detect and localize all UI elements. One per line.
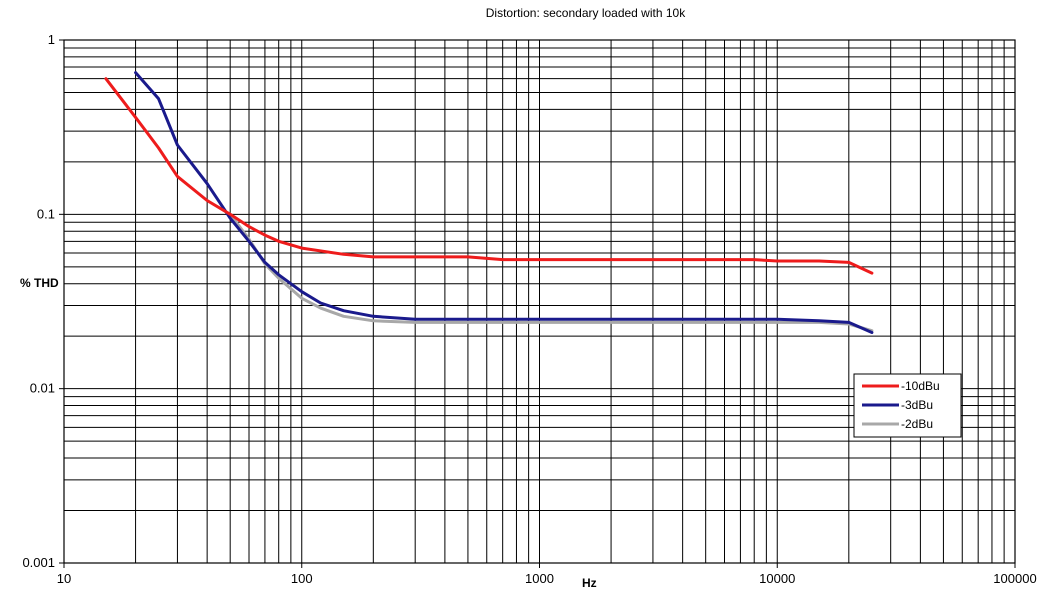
x-tick-label: 1000: [525, 571, 554, 586]
x-tick-label: 10000: [759, 571, 795, 586]
y-tick-label: 0.001: [22, 555, 55, 570]
y-tick-label: 0.01: [30, 381, 55, 396]
chart-title: Distortion: secondary loaded with 10k: [485, 6, 686, 20]
x-tick-label: 100: [291, 571, 313, 586]
series-line: [228, 212, 874, 333]
x-axis-label: Hz: [582, 576, 597, 590]
y-tick-label: 1: [48, 32, 55, 47]
legend-label: -10dBu: [901, 379, 940, 393]
legend-label: -3dBu: [901, 398, 933, 412]
legend-label: -2dBu: [901, 417, 933, 431]
series-line: [104, 77, 874, 275]
y-axis-label: % THD: [20, 276, 59, 290]
x-tick-label: 10: [57, 571, 71, 586]
series-line: [134, 71, 874, 334]
y-tick-label: 0.1: [37, 206, 55, 221]
x-tick-label: 100000: [993, 571, 1036, 586]
